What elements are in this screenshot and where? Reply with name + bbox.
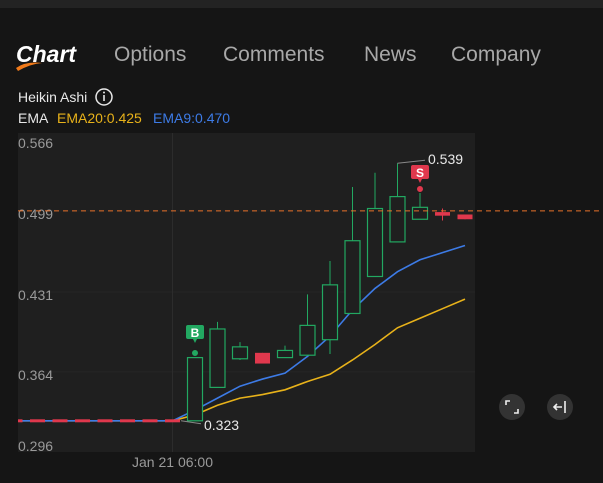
tab-underline [16, 62, 42, 71]
candle-body [457, 214, 473, 220]
plot [18, 133, 475, 452]
candle-body [165, 419, 180, 423]
tab[interactable]: Company [451, 43, 541, 66]
x-tick-label: Jan 21 06:00 [132, 454, 213, 470]
candle-body [120, 419, 135, 423]
info-icon[interactable] [95, 88, 113, 106]
candle-body [255, 352, 270, 364]
y-tick-label: 0.296 [18, 438, 53, 454]
sell-marker: S [411, 165, 429, 193]
candle-body [97, 419, 113, 423]
candle-body [209, 328, 226, 389]
candle-body [18, 419, 23, 423]
legend-entry: EMA9:0.470 [153, 110, 230, 126]
collapse-button[interactable] [547, 394, 573, 420]
low-label: 0.323 [204, 417, 239, 433]
candle-body [276, 349, 294, 359]
low-connector [180, 420, 202, 425]
chart-title: Heikin Ashi [18, 89, 87, 105]
legend-entry: EMA20:0.425 [57, 110, 142, 126]
candle-body [142, 419, 158, 423]
sell-label: S [416, 166, 424, 180]
tab[interactable]: Chart [16, 41, 77, 67]
candle-body [411, 206, 429, 220]
fullscreen-button[interactable] [499, 394, 525, 420]
y-tick-label: 0.566 [18, 135, 53, 151]
candle-body [52, 419, 68, 423]
candle-body [75, 419, 90, 423]
indicator-label: EMA [18, 110, 49, 126]
high-label: 0.539 [428, 151, 463, 167]
candle-body [231, 346, 249, 360]
buy-marker: B [186, 325, 204, 357]
tab[interactable]: Options [114, 43, 186, 66]
top-bar [0, 0, 603, 8]
y-tick-label: 0.499 [18, 206, 53, 222]
overlay: 0.566 0.499 0.431 0.364 0.296 Jan 21 06:00 0.5… [18, 135, 603, 470]
candle-body [321, 284, 339, 341]
candle-body [389, 195, 406, 243]
tab[interactable]: Comments [223, 43, 325, 66]
buy-label: B [191, 326, 200, 340]
candle-body [435, 212, 450, 216]
candle-body [186, 356, 204, 422]
high-connector [397, 159, 426, 164]
y-tick-label: 0.431 [18, 287, 53, 303]
candle-body [299, 324, 316, 356]
y-tick-label: 0.364 [18, 367, 53, 383]
candle-body [344, 240, 361, 315]
tab[interactable]: News [364, 43, 417, 66]
candle-body [366, 207, 384, 278]
candle-body [30, 419, 45, 423]
